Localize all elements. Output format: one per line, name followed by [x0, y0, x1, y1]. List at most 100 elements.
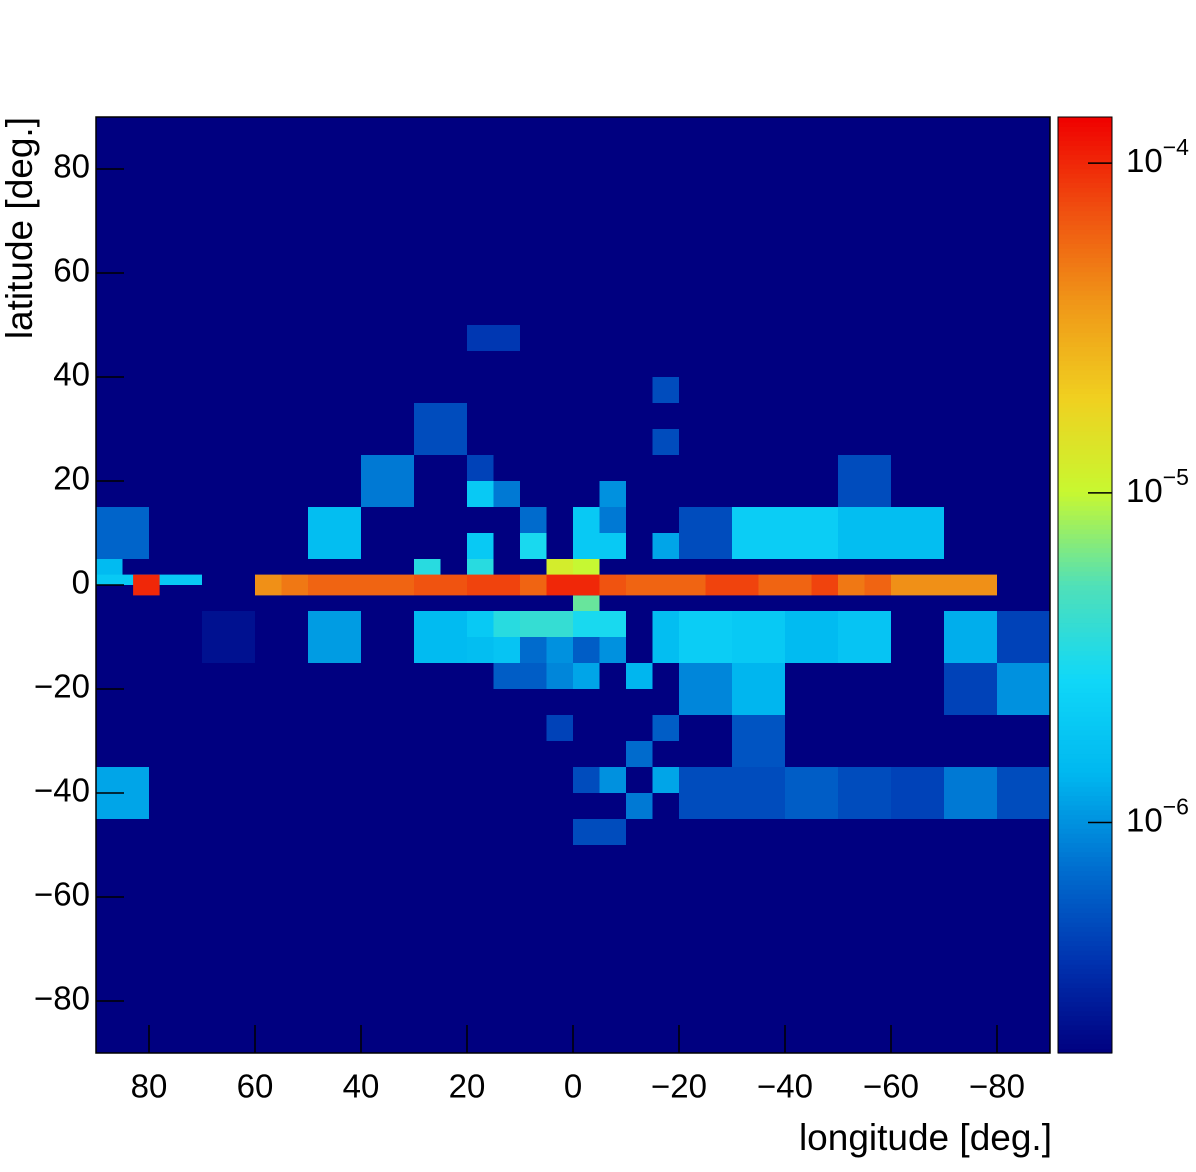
heatmap-cell — [626, 741, 653, 767]
heatmap-cell — [626, 663, 653, 689]
colorbar-segment — [1058, 374, 1112, 380]
colorbar-tick-base: 10 — [1126, 801, 1163, 838]
colorbar-tick-label: 10−4 — [1126, 134, 1189, 179]
colorbar-segment — [1058, 926, 1112, 932]
colorbar-segment — [1058, 570, 1112, 577]
colorbar-segment — [1058, 1034, 1112, 1040]
x-tick-label: 20 — [449, 1068, 486, 1105]
colorbar-segment — [1058, 332, 1112, 338]
colorbar-segment — [1058, 177, 1112, 184]
heatmap-cell — [785, 611, 838, 663]
heatmap-cell — [997, 611, 1050, 663]
colorbar-segment — [1058, 486, 1112, 492]
heatmap-cell — [493, 637, 520, 663]
colorbar-segment — [1058, 191, 1112, 198]
heatmap-cell — [599, 507, 626, 533]
colorbar-segment — [1058, 823, 1112, 829]
colorbar-segment — [1058, 224, 1112, 230]
colorbar-segment — [1058, 973, 1112, 979]
colorbar-segment — [1058, 697, 1112, 703]
heatmap-cell — [652, 637, 679, 663]
colorbar-tick-exponent: −4 — [1163, 134, 1189, 160]
colorbar-segment — [1058, 819, 1112, 825]
heatmap-cell — [467, 455, 494, 481]
heatmap-cell — [520, 533, 547, 559]
colorbar-segment — [1058, 730, 1112, 736]
colorbar-segment — [1058, 645, 1112, 652]
heatmap-cell — [546, 715, 573, 741]
colorbar-segment — [1058, 201, 1112, 207]
colorbar-segment — [1058, 861, 1112, 867]
colorbar-segment — [1058, 196, 1112, 202]
heatmap-cell — [440, 574, 467, 596]
heatmap-cell — [467, 611, 494, 637]
heatmap-cell — [944, 663, 997, 715]
colorbar-segment — [1058, 804, 1112, 811]
heatmap-cell — [679, 507, 732, 559]
colorbar-segment — [1058, 355, 1112, 361]
heatmap-cell — [970, 574, 997, 596]
colorbar-segment — [1058, 720, 1112, 726]
heatmap-cell — [493, 481, 520, 507]
colorbar-segment — [1058, 678, 1112, 684]
colorbar-segment — [1058, 552, 1112, 558]
heatmap-cell — [308, 574, 335, 596]
y-tick-label: 40 — [53, 356, 90, 393]
colorbar-segment — [1058, 182, 1112, 188]
y-tick-label: −60 — [34, 876, 90, 913]
colorbar-segment — [1058, 299, 1112, 305]
colorbar-segment — [1058, 837, 1112, 843]
colorbar-segment — [1058, 1048, 1112, 1054]
heatmap-cell — [546, 637, 573, 663]
x-tick-label: −20 — [651, 1068, 707, 1105]
colorbar-segment — [1058, 163, 1112, 170]
colorbar-segment — [1058, 575, 1112, 581]
colorbar-segment — [1058, 608, 1112, 614]
heatmap-cell — [96, 507, 149, 559]
heatmap-cell — [732, 507, 838, 559]
colorbar-segment — [1058, 992, 1112, 998]
heatmap-cell — [308, 611, 361, 663]
colorbar-segment — [1058, 154, 1112, 160]
colorbar-segment — [1058, 308, 1112, 315]
heatmap-cell — [202, 611, 255, 663]
colorbar-segment — [1058, 702, 1112, 708]
colorbar-segment — [1058, 1015, 1112, 1021]
colorbar-segment — [1058, 954, 1112, 960]
colorbar-segment — [1058, 1029, 1112, 1035]
colorbar-segment — [1058, 219, 1112, 226]
colorbar-segment — [1058, 800, 1112, 806]
colorbar-segment — [1058, 491, 1112, 497]
heatmap-cell — [891, 767, 944, 819]
y-tick-label: 60 — [53, 252, 90, 289]
colorbar-segment — [1058, 304, 1112, 310]
colorbar-segment — [1058, 411, 1112, 418]
colorbar-segment — [1058, 252, 1112, 258]
colorbar-segment — [1058, 842, 1112, 848]
colorbar-segment — [1058, 968, 1112, 975]
heatmap-cell — [599, 767, 626, 793]
colorbar-tick-exponent: −5 — [1163, 464, 1189, 490]
heatmap-cell — [467, 574, 494, 596]
heatmap-cell — [732, 611, 785, 663]
colorbar-segment — [1058, 140, 1112, 146]
colorbar-segment — [1058, 346, 1112, 352]
colorbar-segment — [1058, 631, 1112, 638]
heatmap-cell — [652, 715, 679, 741]
colorbar-segment — [1058, 238, 1112, 244]
colorbar-segment — [1058, 641, 1112, 647]
heatmap-cell — [626, 793, 653, 819]
colorbar-segment — [1058, 903, 1112, 909]
heatmap-cell — [626, 574, 653, 596]
colorbar-segment — [1058, 1043, 1112, 1049]
colorbar-segment — [1058, 173, 1112, 179]
colorbar-segment — [1058, 776, 1112, 783]
colorbar-segment — [1058, 294, 1112, 301]
heatmap-cell — [414, 611, 467, 663]
colorbar-segment — [1058, 322, 1112, 329]
y-tick-label: 0 — [72, 564, 90, 601]
colorbar-segment — [1058, 505, 1112, 511]
colorbar-segment — [1058, 266, 1112, 273]
colorbar-segment — [1058, 650, 1112, 656]
colorbar-segment — [1058, 229, 1112, 235]
